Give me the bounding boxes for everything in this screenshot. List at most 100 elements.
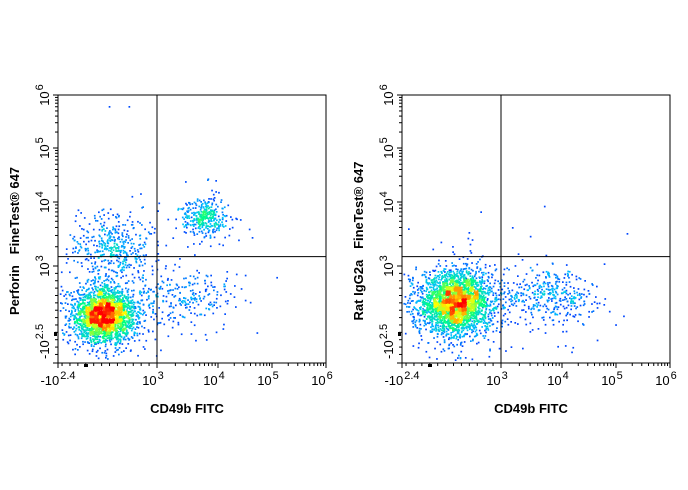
event-dot [139,322,141,325]
event-dot [91,333,94,335]
event-dot [131,289,133,292]
event-dot [108,237,111,240]
event-dot [147,297,150,300]
event-dot [123,266,125,269]
event-dot [90,257,92,259]
event-dot [439,282,441,284]
event-dot [510,303,513,306]
event-dot [103,301,106,303]
event-dot [89,320,92,323]
event-dot [224,215,227,218]
event-dot [479,311,481,314]
event-dot [71,304,74,306]
event-dot [147,231,150,234]
event-dot [445,274,448,277]
event-dot [480,283,482,286]
event-dot [101,246,103,249]
event-dot [111,304,114,306]
event-dot [206,212,209,214]
event-dot [139,312,141,314]
event-dot [104,327,106,330]
event-dot [81,332,84,335]
event-dot [104,333,107,335]
event-dot [101,209,104,212]
event-dot [204,279,206,282]
event-dot [419,319,421,322]
event-dot [442,348,445,351]
event-dot [107,327,110,330]
event-dot [91,328,94,330]
event-dot [142,303,145,306]
event-dot [461,327,463,330]
event-dot [115,304,117,307]
event-dot [109,306,112,309]
event-dot [77,301,80,303]
event-dot [445,333,448,336]
event-dot [104,294,107,297]
tick-exponent: 5 [273,370,279,382]
event-dot [103,290,106,292]
event-dot [200,217,203,219]
event-dot [90,291,93,294]
event-dot [104,350,107,352]
event-dot [465,270,468,272]
event-dot [77,209,80,212]
event-dot [193,282,196,285]
event-dot [203,228,205,231]
event-dot [463,275,466,277]
event-dot [144,311,146,314]
event-dot [148,307,151,309]
event-dot [492,323,495,325]
event-dot [510,346,513,348]
event-dot [213,213,215,215]
event-dot [479,280,481,282]
event-dot [426,299,429,302]
event-dot [109,281,112,284]
event-dot [132,318,135,321]
event-dot [193,223,195,226]
event-dot [521,300,523,303]
event-dot [522,309,525,311]
event-dot [493,282,496,285]
event-dot [72,348,74,351]
event-dot [94,294,97,297]
event-dot [98,315,100,318]
event-dot [107,212,110,214]
event-dot [434,327,437,329]
event-dot [90,302,92,304]
event-dot [483,315,486,317]
event-dot [538,287,541,289]
event-dot [475,313,478,316]
event-dot [484,313,487,316]
event-dot [106,314,109,317]
event-dot [569,285,572,288]
event-dot [86,279,89,282]
event-dot [92,335,94,337]
event-dot [107,324,109,326]
event-dot [410,282,413,285]
event-dot [104,259,107,261]
event-dot [79,333,81,335]
event-dot [603,263,606,265]
event-dot [430,289,433,292]
event-dot [422,304,424,306]
event-dot [78,313,81,316]
event-dot [492,341,495,343]
event-dot [70,313,72,316]
event-dot [199,227,201,230]
event-dot [221,211,224,214]
event-dot [65,309,67,311]
event-dot [105,356,107,359]
event-dot [97,331,100,333]
event-dot [72,237,74,240]
event-dot [531,307,533,310]
event-dot [148,303,151,306]
event-dot [88,303,91,306]
event-dot [552,263,554,265]
event-dot [103,282,106,285]
event-dot [188,217,191,219]
event-dot [416,300,419,302]
event-dot [123,350,125,352]
event-dot [531,269,534,272]
event-dot [200,230,203,233]
